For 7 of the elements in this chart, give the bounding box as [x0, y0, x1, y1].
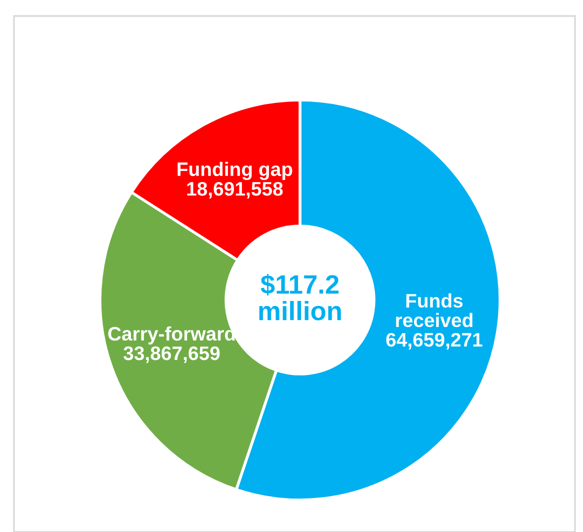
data-label: 33,867,659	[124, 346, 220, 364]
data-label: 18,691,558	[187, 182, 283, 199]
text: $117.2 million	[259, 274, 341, 320]
slice-label: Carry-forward	[108, 326, 235, 344]
slice-label: Funds received	[396, 293, 472, 328]
data-label: 64,659,271	[386, 332, 482, 350]
slice-label: Funding gap	[178, 162, 292, 180]
